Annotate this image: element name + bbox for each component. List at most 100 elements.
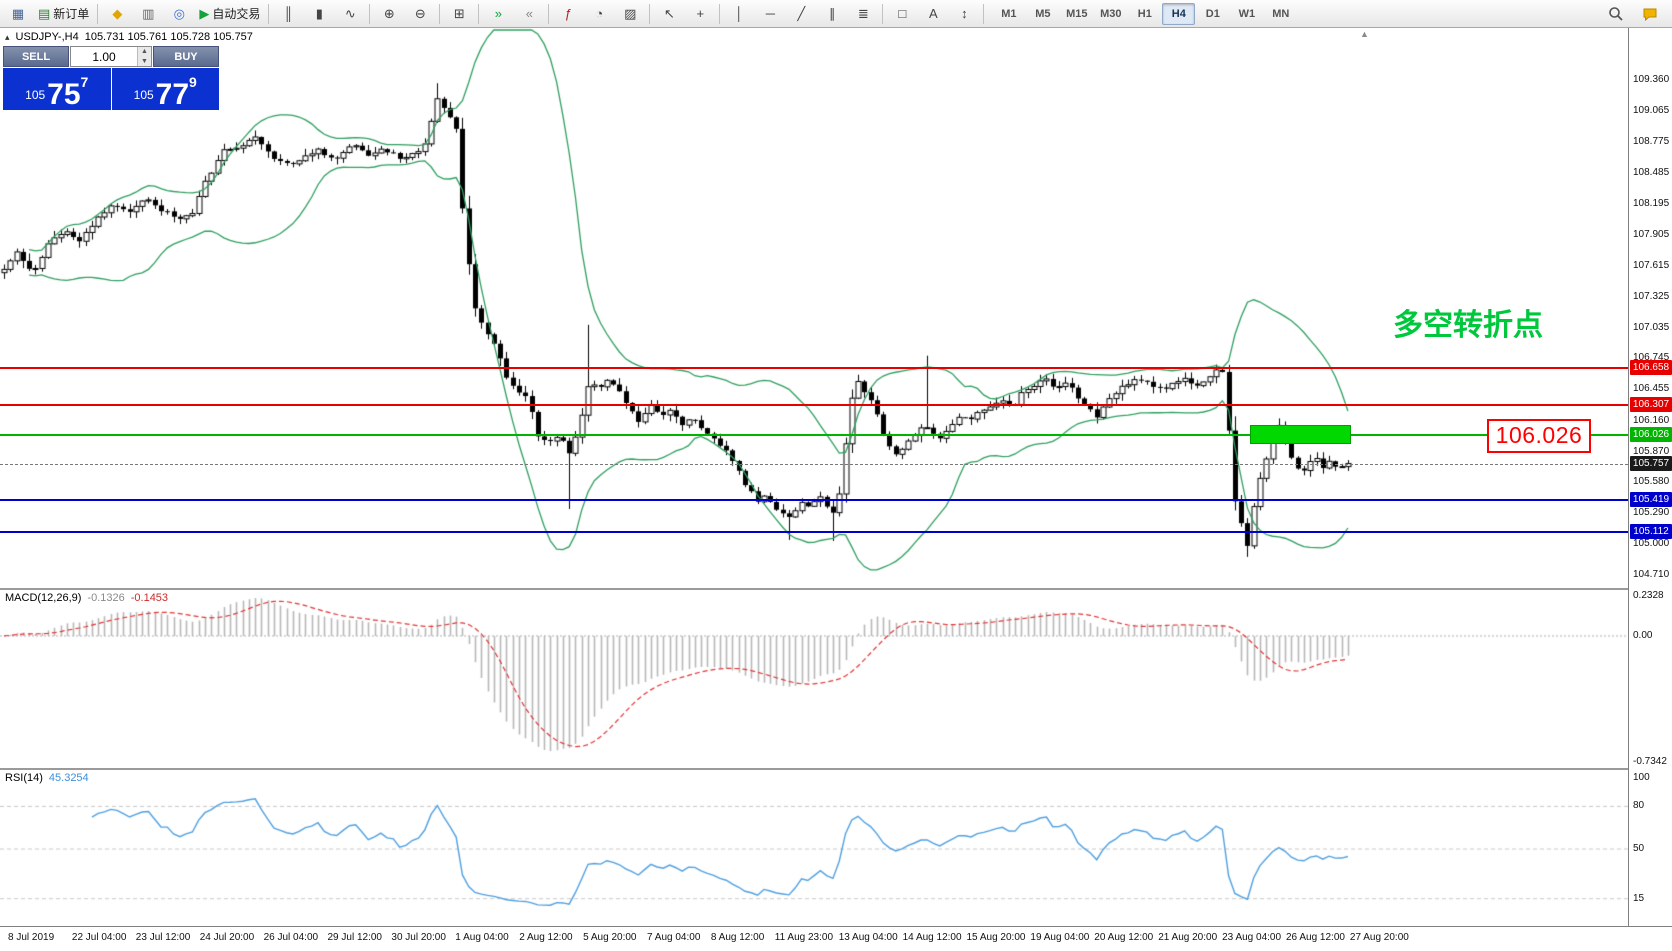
timeframe-w1-button[interactable]: W1 xyxy=(1238,7,1256,20)
level-line-106.026[interactable] xyxy=(0,433,1628,436)
main-chart-overlay: 多空转折点 106.026 ▲ xyxy=(0,28,1628,588)
new-order-button[interactable]: ▤ 新订单 xyxy=(34,2,93,26)
price-tick-label: 105.000 xyxy=(1633,538,1670,550)
main-chart-canvas[interactable] xyxy=(0,28,1628,588)
indicators-button[interactable]: ƒ xyxy=(553,2,583,26)
chart-shift-marker[interactable]: ▲ xyxy=(1360,29,1369,39)
level-line-105.419[interactable] xyxy=(0,498,1628,501)
time-label: 7 Aug 04:00 xyxy=(647,932,701,943)
turning-point-annotation[interactable]: 多空转折点 xyxy=(1393,309,1543,342)
time-label: 26 Aug 12:00 xyxy=(1286,932,1345,943)
timeframe-m5-button[interactable]: M5 xyxy=(1035,7,1051,20)
chart-bars-button[interactable]: ║ xyxy=(273,2,303,26)
macd-label-row: MACD(12,26,9) -0.1326 -0.1453 xyxy=(5,592,168,604)
mql5-market-icon: ◆ xyxy=(112,6,123,21)
zoom-in-icon: ⊕ xyxy=(383,6,395,21)
trendline-icon: ╱ xyxy=(797,6,806,21)
tile-windows-button[interactable]: ⊞ xyxy=(444,2,474,26)
price-tag-106.307: 106.307 xyxy=(1630,396,1672,412)
data-window-button[interactable]: ◎ xyxy=(164,2,194,26)
buy-price-display[interactable]: 105 77 9 xyxy=(111,68,219,110)
macd-name: MACD(12,26,9) xyxy=(5,592,82,604)
community-button[interactable] xyxy=(1635,2,1665,26)
time-label: 19 Aug 04:00 xyxy=(1030,932,1090,943)
rsi-panel-canvas[interactable] xyxy=(0,770,1628,926)
shapes-icon: □ xyxy=(898,6,907,21)
price-tag-105.419: 105.419 xyxy=(1630,491,1672,507)
price-tag-105.112: 105.112 xyxy=(1630,524,1672,540)
auto-scroll-button[interactable]: » xyxy=(483,2,513,26)
volume-down-button[interactable]: ▼ xyxy=(138,56,151,66)
toolbar-separator xyxy=(983,3,985,24)
fibonacci-button[interactable]: ≣ xyxy=(848,2,878,26)
oneclick-collapse-toggle[interactable]: ▴ xyxy=(5,31,10,42)
volume-up-button[interactable]: ▲ xyxy=(138,47,151,57)
toolbar-separator xyxy=(649,3,651,24)
price-tick-label: 109.065 xyxy=(1633,105,1670,117)
zoom-out-button[interactable]: ⊖ xyxy=(405,2,435,26)
chart-line-button[interactable]: ∿ xyxy=(335,2,365,26)
toolbar-right xyxy=(1601,2,1669,26)
time-axis[interactable]: 8 Jul 2019 22 Jul 04:00 23 Jul 12:00 24 Jul… xyxy=(0,926,1672,951)
price-tick-label: 105.580 xyxy=(1633,476,1670,488)
volume-input[interactable] xyxy=(71,47,137,66)
vertical-line-button[interactable]: │ xyxy=(724,2,754,26)
chart-candlesticks-button[interactable]: ▮ xyxy=(304,2,334,26)
horizontal-line-button[interactable]: ─ xyxy=(755,2,785,26)
macd-panel-canvas[interactable] xyxy=(0,590,1628,768)
profiles-button[interactable]: ▥ xyxy=(133,2,163,26)
rsi-scale-label: 50 xyxy=(1633,843,1645,854)
periods-button[interactable]: ◔ xyxy=(584,2,614,26)
sell-price-pip: 7 xyxy=(80,74,89,90)
timeframe-mn-button[interactable]: MN xyxy=(1272,7,1290,20)
timeframe-h4-button[interactable]: H4 xyxy=(1162,2,1196,25)
vertical-line-icon: │ xyxy=(735,6,744,21)
toolbar-separator xyxy=(548,3,550,24)
price-callout-box[interactable]: 106.026 xyxy=(1487,418,1591,453)
highlight-rectangle[interactable] xyxy=(1250,425,1351,445)
shapes-button[interactable]: □ xyxy=(887,2,917,26)
time-label: 21 Aug 20:00 xyxy=(1158,932,1218,943)
time-label: 27 Aug 20:00 xyxy=(1349,932,1409,943)
new-chart-button[interactable]: ▦ xyxy=(3,2,33,26)
sell-price-display[interactable]: 105 75 7 xyxy=(3,68,111,110)
toolbar-separator xyxy=(439,3,441,24)
level-line-105.112[interactable] xyxy=(0,531,1628,534)
timeframe-d1-button[interactable]: D1 xyxy=(1205,7,1220,20)
price-tick-label: 106.160 xyxy=(1633,414,1670,426)
cursor-button[interactable]: ↖ xyxy=(654,2,684,26)
price-axis[interactable]: 109.360 109.065 108.775 108.485 108.195 107.9… xyxy=(1628,28,1672,926)
autotrading-button[interactable]: ▶ 自动交易 xyxy=(195,2,264,26)
arrow-tools-button[interactable]: ↕ xyxy=(949,2,979,26)
time-label: 8 Jul 2019 xyxy=(8,932,55,943)
symbol-timeframe-label: USDJPY-,H4 xyxy=(15,31,79,43)
timeframe-h1-button[interactable]: H1 xyxy=(1137,7,1152,20)
new-order-label: 新订单 xyxy=(53,7,90,21)
crosshair-button[interactable]: + xyxy=(685,2,715,26)
volume-control: ▲ ▼ xyxy=(70,46,152,67)
rsi-panel-separator[interactable] xyxy=(0,768,1672,770)
time-label: 24 Jul 20:00 xyxy=(199,932,255,943)
macd-panel-separator[interactable] xyxy=(0,588,1672,590)
text-label-button[interactable]: A xyxy=(918,2,948,26)
time-label: 1 Aug 04:00 xyxy=(455,932,509,943)
templates-button[interactable]: ▨ xyxy=(615,2,645,26)
timeframe-m30-button[interactable]: M30 xyxy=(1100,7,1122,20)
zoom-in-button[interactable]: ⊕ xyxy=(374,2,404,26)
mql5-market-button[interactable]: ◆ xyxy=(102,2,132,26)
ohlc-readout: 105.731 105.761 105.728 105.757 xyxy=(84,31,253,43)
current-price-line xyxy=(0,463,1628,465)
sell-button[interactable]: SELL xyxy=(3,46,69,67)
rsi-value: 45.3254 xyxy=(48,772,89,784)
search-button[interactable] xyxy=(1601,2,1631,26)
chart-shift-button[interactable]: « xyxy=(514,2,544,26)
buy-button[interactable]: BUY xyxy=(153,46,219,67)
equidistant-channel-button[interactable]: ∥ xyxy=(817,2,847,26)
level-line-106.658[interactable] xyxy=(0,366,1628,369)
level-line-106.307[interactable] xyxy=(0,403,1628,406)
periods-icon: ◔ xyxy=(595,6,604,21)
trendline-button[interactable]: ╱ xyxy=(786,2,816,26)
timeframe-m15-button[interactable]: M15 xyxy=(1066,7,1088,20)
time-label: 20 Aug 12:00 xyxy=(1094,932,1154,943)
timeframe-m1-button[interactable]: M1 xyxy=(1001,7,1017,20)
